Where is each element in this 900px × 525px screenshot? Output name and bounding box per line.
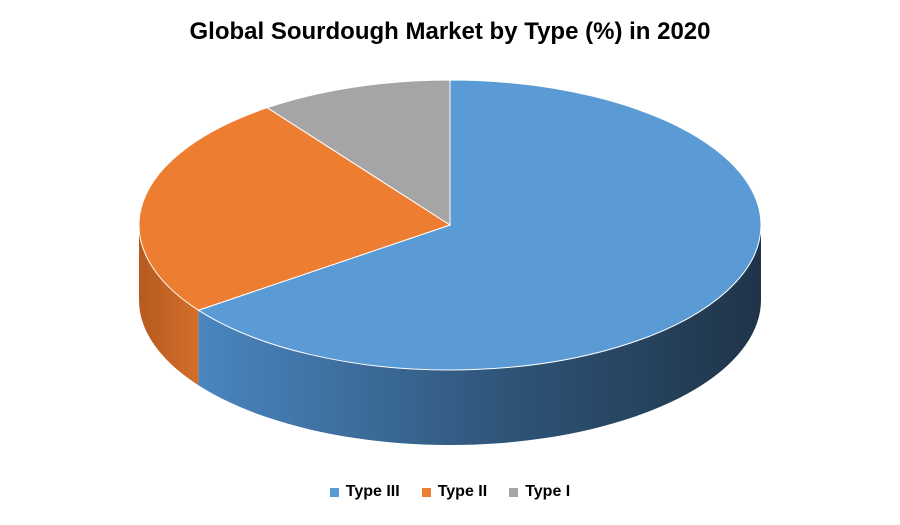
legend-label: Type II [437, 483, 488, 500]
legend-item-type-i: Type I [509, 483, 570, 501]
legend-label: Type I [525, 483, 571, 500]
slice-side-type-ii [139, 225, 199, 386]
legend-item-type-ii: Type II [421, 483, 488, 501]
legend-item-type-iii: Type III [329, 483, 400, 501]
slice-type-iii [197, 79, 762, 371]
slice-side-type-iii [198, 225, 761, 445]
slice-type-i [266, 79, 451, 226]
legend-swatch [329, 487, 339, 497]
legend-swatch [509, 487, 519, 497]
legend-swatch [421, 487, 431, 497]
pie-sides [139, 225, 761, 445]
legend-label: Type III [345, 483, 400, 500]
chart-title: Global Sourdough Market by Type (%) in 2… [189, 18, 711, 45]
slice-type-ii [138, 107, 452, 311]
legend: Type III Type II Type I [0, 483, 900, 501]
pie-tops [138, 79, 762, 371]
